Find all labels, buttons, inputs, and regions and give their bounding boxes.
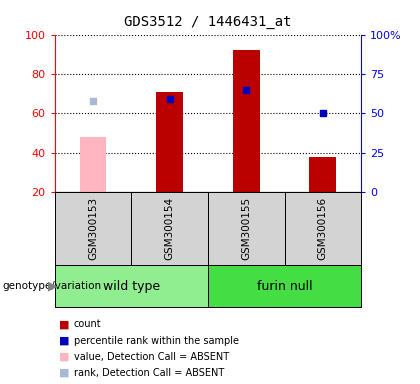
Text: ▶: ▶ <box>48 280 58 293</box>
Text: GSM300154: GSM300154 <box>165 197 175 260</box>
Text: ■: ■ <box>59 368 69 378</box>
Bar <box>285 192 361 265</box>
Text: ■: ■ <box>59 336 69 346</box>
Bar <box>131 192 208 265</box>
Bar <box>55 265 208 307</box>
Text: wild type: wild type <box>102 280 160 293</box>
Text: ■: ■ <box>59 319 69 329</box>
Bar <box>208 265 361 307</box>
Text: genotype/variation: genotype/variation <box>2 281 101 291</box>
Text: furin null: furin null <box>257 280 312 293</box>
Title: GDS3512 / 1446431_at: GDS3512 / 1446431_at <box>124 15 291 29</box>
Text: value, Detection Call = ABSENT: value, Detection Call = ABSENT <box>74 352 228 362</box>
Bar <box>79 137 106 192</box>
Text: GSM300155: GSM300155 <box>241 197 251 260</box>
Text: GSM300153: GSM300153 <box>88 197 98 260</box>
Text: count: count <box>74 319 101 329</box>
Bar <box>156 92 183 192</box>
Bar <box>233 50 260 192</box>
Text: ■: ■ <box>59 352 69 362</box>
Text: rank, Detection Call = ABSENT: rank, Detection Call = ABSENT <box>74 368 224 378</box>
Bar <box>310 157 336 192</box>
Bar <box>55 192 131 265</box>
Text: GSM300156: GSM300156 <box>318 197 328 260</box>
Bar <box>208 192 285 265</box>
Text: percentile rank within the sample: percentile rank within the sample <box>74 336 239 346</box>
